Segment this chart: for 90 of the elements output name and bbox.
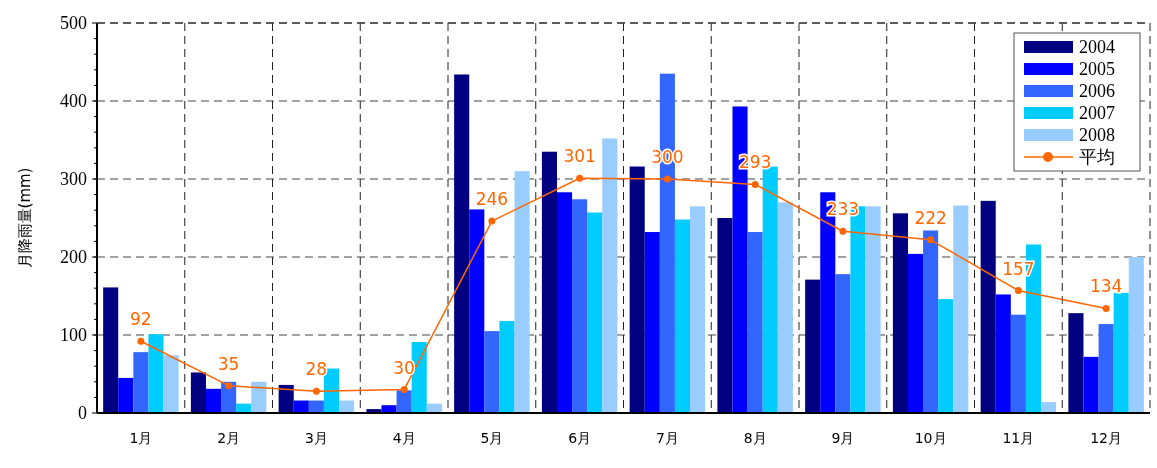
bar [980, 200, 996, 413]
point [1014, 287, 1022, 295]
bar [118, 377, 134, 413]
x-tick-label: 9月 [831, 430, 855, 446]
bar [1041, 402, 1057, 413]
bar [995, 294, 1011, 413]
legend-label: 2005 [1079, 59, 1115, 79]
bar [762, 166, 778, 413]
bar [629, 166, 645, 413]
x-tick-label: 2月 [217, 430, 241, 446]
y-axis-title: 月降雨量(mm) [16, 167, 34, 269]
data-label: 28 [305, 359, 328, 380]
x-tick-label: 10月 [914, 430, 947, 446]
bar [690, 206, 706, 413]
point [839, 227, 847, 235]
point [576, 174, 584, 182]
bar [103, 287, 119, 413]
bar [777, 202, 793, 413]
y-tick-label: 400 [60, 91, 87, 111]
bar [674, 219, 691, 413]
y-tick-label: 0 [78, 403, 87, 423]
x-tick-label: 3月 [304, 430, 328, 446]
y-tick-label: 500 [60, 13, 87, 33]
bar [499, 320, 515, 413]
bar [892, 213, 908, 413]
bar [1098, 324, 1114, 413]
bar [747, 232, 763, 413]
y-tick-label: 300 [60, 169, 87, 189]
bar [278, 384, 294, 413]
bar [938, 299, 954, 413]
bar [602, 138, 618, 413]
bar [1083, 356, 1099, 413]
bar [907, 253, 924, 413]
bar [541, 151, 557, 413]
point [312, 387, 320, 395]
bar [717, 218, 733, 413]
data-label: 222 [914, 207, 947, 228]
x-tick-label: 5月 [480, 430, 504, 446]
bar [484, 331, 500, 413]
point [1102, 304, 1110, 312]
bar [644, 232, 660, 413]
bar [133, 352, 149, 413]
data-label: 134 [1089, 276, 1123, 297]
bar [572, 199, 588, 413]
point [137, 337, 145, 345]
x-tick-label: 12月 [1090, 430, 1123, 446]
legend-label: 2007 [1079, 103, 1115, 123]
bar [396, 390, 412, 413]
y-tick-label: 100 [60, 325, 87, 345]
x-tick-label: 6月 [568, 430, 592, 446]
bar [148, 334, 164, 413]
bar [163, 355, 179, 413]
data-label: 35 [217, 353, 240, 374]
legend-label: 2004 [1079, 37, 1115, 57]
point [751, 180, 759, 188]
point [225, 382, 233, 390]
data-label: 92 [130, 309, 152, 330]
bar [1113, 292, 1129, 413]
bar [514, 171, 530, 413]
x-tick-label: 1月 [129, 430, 153, 446]
bar [1128, 257, 1144, 413]
bar [454, 74, 470, 413]
bar [251, 381, 267, 413]
point [488, 217, 496, 225]
y-tick-label: 200 [60, 247, 87, 267]
bar [1068, 313, 1084, 413]
bar [1010, 314, 1026, 413]
point [400, 386, 408, 394]
x-tick-label: 11月 [1002, 430, 1035, 446]
bar [556, 192, 573, 413]
point [663, 175, 671, 183]
legend-label: 2008 [1079, 125, 1115, 145]
bar [835, 274, 851, 413]
bar [205, 388, 222, 413]
legend-label: 2006 [1079, 81, 1115, 101]
bar [587, 212, 603, 413]
bar [381, 405, 397, 413]
x-tick-label: 8月 [743, 430, 767, 446]
point [927, 236, 935, 244]
data-label: 246 [475, 189, 509, 210]
data-label: 301 [563, 146, 596, 167]
bar [469, 209, 485, 413]
bar [923, 230, 939, 413]
bar [805, 279, 821, 413]
bar [953, 205, 969, 413]
legend-label: 平均 [1079, 147, 1115, 167]
bar [190, 372, 206, 413]
x-tick-label: 4月 [392, 430, 416, 446]
bar [865, 206, 881, 413]
x-tick-label: 7月 [655, 430, 679, 446]
